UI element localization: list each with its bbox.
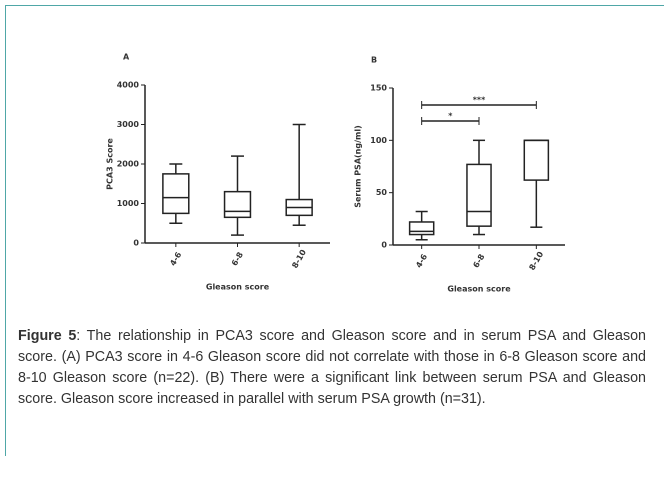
panel-label: B: [371, 56, 377, 65]
box: [523, 139, 550, 181]
y-tick-label: 2000: [117, 160, 140, 169]
significance-label: *: [448, 112, 453, 121]
y-tick-label: 1000: [117, 199, 140, 208]
x-tick-label: 8-10: [527, 250, 545, 272]
x-axis-label: Gleason score: [447, 285, 511, 294]
y-tick-label: 0: [381, 241, 387, 250]
x-tick-label: 6-8: [230, 250, 245, 267]
y-tick-label: 50: [376, 188, 388, 197]
x-tick-label: 4-6: [414, 252, 429, 269]
y-tick-label: 150: [370, 84, 387, 93]
x-tick-label: 8-10: [290, 248, 308, 270]
box: [223, 190, 252, 219]
y-tick-label: 3000: [117, 120, 140, 129]
x-axis-label: Gleason score: [206, 283, 270, 292]
x-tick-label: 6-8: [471, 252, 486, 269]
y-tick-label: 100: [370, 136, 387, 145]
panel-label: A: [123, 53, 130, 62]
y-axis-label: PCA3 Score: [106, 138, 115, 190]
x-tick-label: 4-6: [168, 250, 183, 267]
frame: [5, 5, 664, 456]
caption-text: : The relationship in PCA3 score and Gle…: [18, 328, 646, 407]
caption: Figure 5: The relationship in PCA3 score…: [18, 326, 646, 410]
y-tick-label: 4000: [117, 81, 140, 90]
caption-label: Figure 5: [18, 328, 77, 344]
box: [466, 163, 492, 227]
y-tick-label: 0: [133, 239, 139, 248]
y-axis-label: Serum PSA(ng/ml): [354, 125, 363, 208]
box: [162, 173, 190, 215]
significance-label: ***: [473, 96, 486, 105]
box: [408, 221, 435, 236]
